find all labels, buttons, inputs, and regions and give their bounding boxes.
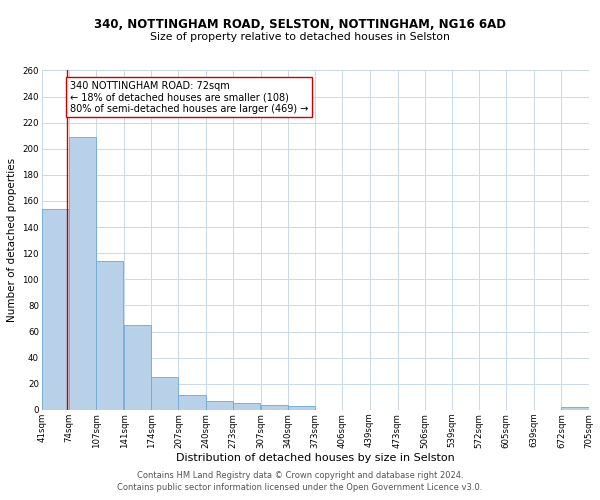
- Bar: [96, 261, 124, 410]
- Bar: [124, 325, 151, 410]
- Bar: [206, 400, 233, 410]
- Text: Contains HM Land Registry data © Crown copyright and database right 2024.
Contai: Contains HM Land Registry data © Crown c…: [118, 471, 482, 492]
- X-axis label: Distribution of detached houses by size in Selston: Distribution of detached houses by size …: [176, 453, 455, 463]
- Bar: [233, 404, 260, 410]
- Bar: [42, 209, 69, 410]
- Text: Size of property relative to detached houses in Selston: Size of property relative to detached ho…: [150, 32, 450, 42]
- Bar: [288, 406, 315, 410]
- Bar: [178, 396, 206, 410]
- Bar: [562, 407, 589, 410]
- Text: 340, NOTTINGHAM ROAD, SELSTON, NOTTINGHAM, NG16 6AD: 340, NOTTINGHAM ROAD, SELSTON, NOTTINGHA…: [94, 18, 506, 30]
- Bar: [261, 404, 288, 410]
- Y-axis label: Number of detached properties: Number of detached properties: [7, 158, 17, 322]
- Bar: [69, 137, 96, 410]
- Bar: [151, 377, 178, 410]
- Text: 340 NOTTINGHAM ROAD: 72sqm
← 18% of detached houses are smaller (108)
80% of sem: 340 NOTTINGHAM ROAD: 72sqm ← 18% of deta…: [70, 81, 308, 114]
